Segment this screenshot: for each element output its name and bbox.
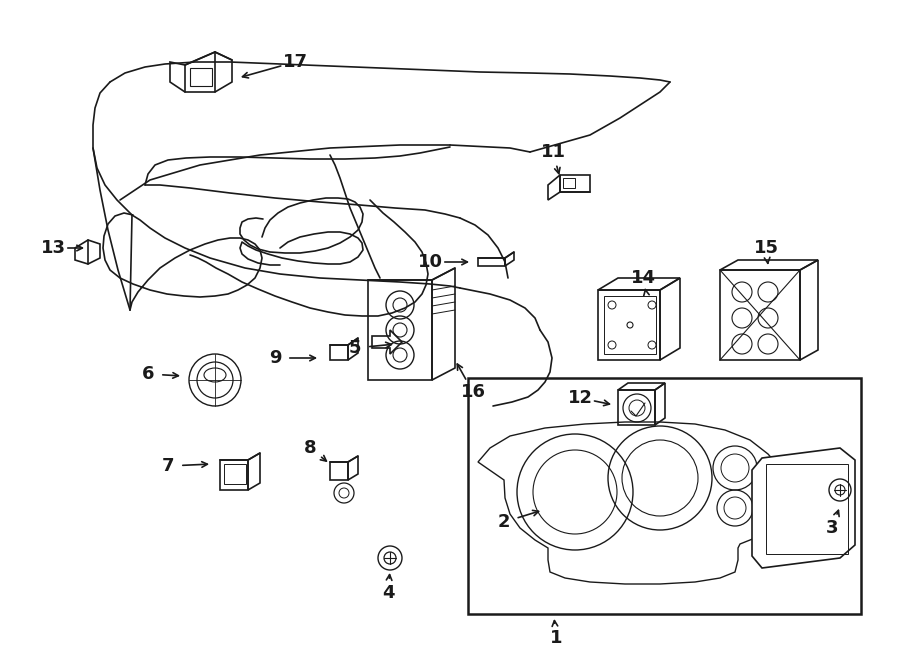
Text: 14: 14 — [631, 269, 655, 287]
Text: 7: 7 — [162, 457, 175, 475]
Polygon shape — [618, 390, 655, 425]
Text: 10: 10 — [418, 253, 443, 271]
Text: 12: 12 — [568, 389, 592, 407]
Text: 3: 3 — [826, 519, 838, 537]
Text: 5: 5 — [349, 339, 361, 357]
Circle shape — [189, 354, 241, 406]
Polygon shape — [478, 258, 505, 266]
Polygon shape — [330, 462, 348, 480]
Text: 4: 4 — [382, 584, 394, 602]
Polygon shape — [220, 460, 248, 490]
Text: 17: 17 — [283, 53, 308, 71]
Text: 15: 15 — [753, 239, 778, 257]
Polygon shape — [560, 175, 590, 192]
Text: 6: 6 — [142, 365, 154, 383]
Bar — [563, 178, 575, 188]
Text: 8: 8 — [303, 439, 316, 457]
Polygon shape — [368, 280, 432, 380]
Polygon shape — [598, 290, 660, 360]
Bar — [224, 464, 246, 484]
Polygon shape — [720, 270, 800, 360]
Text: 9: 9 — [269, 349, 281, 367]
Text: 13: 13 — [40, 239, 66, 257]
Polygon shape — [330, 345, 348, 360]
Bar — [468, 378, 861, 614]
Polygon shape — [752, 448, 855, 568]
Text: 2: 2 — [498, 513, 510, 531]
Bar — [190, 68, 212, 86]
Bar — [766, 464, 848, 554]
Text: 11: 11 — [541, 143, 565, 161]
Text: 16: 16 — [461, 383, 485, 401]
Bar — [604, 296, 656, 354]
Text: 1: 1 — [550, 629, 562, 647]
